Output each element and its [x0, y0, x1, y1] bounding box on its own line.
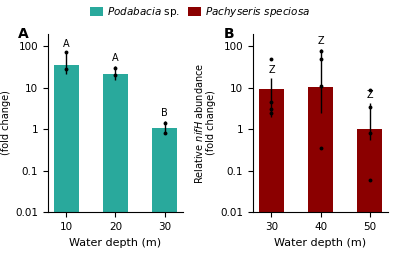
Y-axis label: Relative $\it{nifH}$ abundance
(fold change): Relative $\it{nifH}$ abundance (fold cha… [192, 62, 216, 184]
Bar [308, 87, 333, 259]
Text: A: A [63, 39, 70, 49]
Text: A: A [112, 53, 119, 63]
Bar [152, 128, 177, 259]
Text: A: A [18, 26, 29, 40]
X-axis label: Water depth (m): Water depth (m) [274, 238, 367, 248]
Text: B: B [223, 26, 234, 40]
Bar [103, 74, 128, 259]
Bar [357, 129, 382, 259]
Text: B: B [161, 108, 168, 118]
X-axis label: Water depth (m): Water depth (m) [69, 238, 162, 248]
Text: Z: Z [317, 36, 324, 46]
Text: Z: Z [268, 65, 275, 75]
Bar [259, 89, 284, 259]
Y-axis label: Relative $\it{nifH}$ abundance
(fold change): Relative $\it{nifH}$ abundance (fold cha… [0, 62, 11, 184]
Text: Z: Z [366, 90, 373, 100]
Bar [54, 65, 79, 259]
Legend: $\it{Podabacia}$ sp., $\it{Pachyseris\ speciosa}$: $\it{Podabacia}$ sp., $\it{Pachyseris\ s… [90, 5, 310, 19]
